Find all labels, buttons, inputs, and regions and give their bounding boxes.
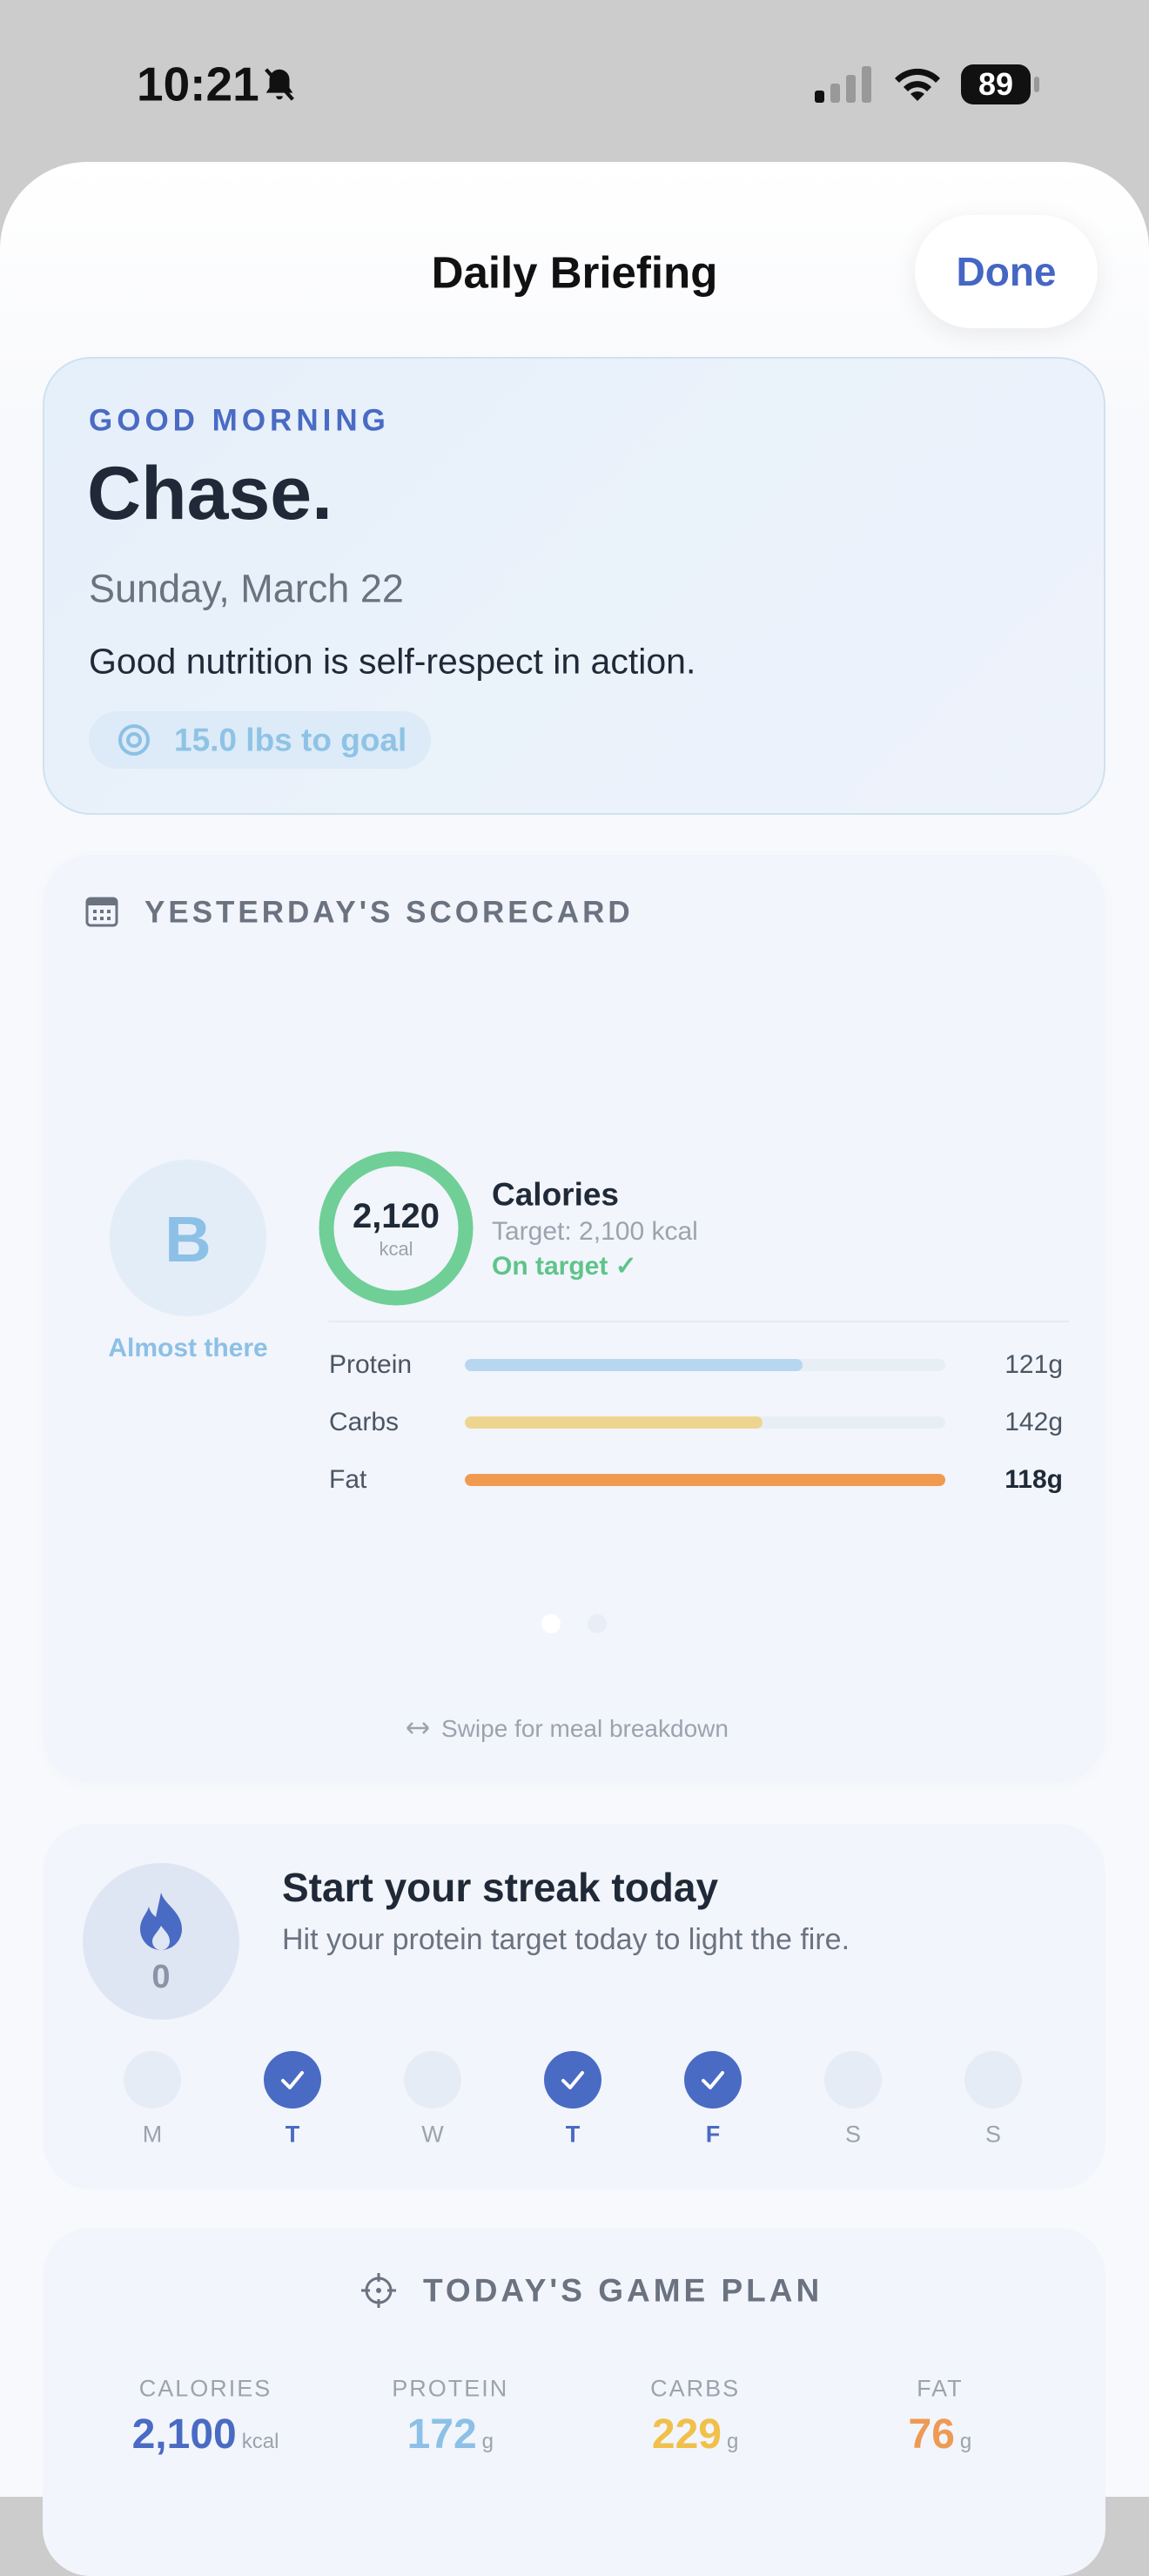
day-label: T: [565, 2121, 581, 2148]
page-dot[interactable]: [588, 1614, 607, 1633]
battery-level: 89: [978, 66, 1014, 102]
day-label: S: [844, 2121, 862, 2148]
calorie-unit: kcal: [379, 1238, 413, 1260]
plan-label: FAT: [917, 2375, 964, 2402]
day-label: M: [142, 2121, 163, 2148]
day-done: [264, 2051, 321, 2109]
done-button[interactable]: [915, 215, 1098, 328]
macro-name: Carbs: [329, 1408, 400, 1436]
plan-label: PROTEIN: [392, 2375, 509, 2402]
macro-unit: g: [1048, 1408, 1063, 1436]
signal-icon: [815, 66, 871, 103]
calorie-target: Target: 2,100 kcal: [492, 1217, 698, 1246]
check-icon: [281, 2071, 304, 2089]
day-label: T: [285, 2121, 300, 2148]
macro-value: 142g: [1005, 1409, 1063, 1436]
plan-value: 76: [908, 2411, 955, 2458]
calendar-icon: [85, 897, 118, 927]
macro-amount: 142: [1005, 1408, 1049, 1436]
grade: B: [165, 1203, 212, 1275]
streak-card: [43, 1824, 1105, 2189]
greeting-date: Sunday, March 22: [89, 566, 404, 611]
streak-count: 0: [151, 1959, 171, 1995]
macro-track: [465, 1416, 945, 1429]
day-done: [544, 2051, 601, 2109]
calorie-status: On target ✓: [492, 1252, 637, 1281]
check-icon: [702, 2071, 724, 2089]
day-empty: [824, 2051, 882, 2109]
divider: [328, 1321, 1069, 1322]
check-icon: [561, 2071, 584, 2089]
greeting-quote: Good nutrition is self-respect in action…: [89, 641, 696, 682]
plan-value-row: 229 g: [652, 2414, 738, 2456]
scorecard-card: [43, 855, 1105, 1782]
macro-name: Protein: [329, 1350, 413, 1379]
plan-value-row: 172 g: [407, 2414, 494, 2456]
calorie-ring: [319, 1151, 474, 1306]
day-empty: [964, 2051, 1022, 2109]
greeting-name: Chase.: [87, 452, 333, 535]
macro-track: [465, 1474, 945, 1486]
grade-label: Almost there: [108, 1334, 268, 1362]
plan-value-row: 76 g: [909, 2414, 972, 2456]
macro-value: 121g: [1005, 1352, 1063, 1378]
day-label: W: [421, 2121, 444, 2148]
day-empty: [124, 2051, 181, 2109]
day-empty: [404, 2051, 461, 2109]
plan-unit: g: [959, 2430, 972, 2453]
macro-bar: [465, 1359, 803, 1371]
greeting-eyebrow: GOOD MORNING: [89, 403, 390, 438]
grade-circle: [110, 1160, 266, 1316]
plan-value-row: 2,100 kcal: [132, 2414, 279, 2456]
goal-text: 15.0 lbs to goal: [174, 722, 407, 758]
silent-icon: [265, 68, 294, 101]
plan-unit: g: [726, 2430, 739, 2453]
sheet-title: Daily Briefing: [431, 247, 718, 298]
screen: 10:21 89 Daily Briefing Done GOOD MORNIN…: [0, 57, 1149, 2576]
macro-amount: 121: [1005, 1350, 1049, 1379]
page-dot-active[interactable]: [541, 1614, 561, 1633]
macro-bar: [465, 1416, 763, 1429]
plan-unit: kcal: [241, 2430, 279, 2453]
plan-value: 2,100: [131, 2411, 237, 2458]
plan-label: CALORIES: [138, 2375, 272, 2402]
macro-amount: 118: [1005, 1465, 1047, 1494]
calorie-label: Calories: [492, 1176, 620, 1213]
swipe-hint: Swipe for meal breakdown: [441, 1715, 729, 1742]
macro-unit: g: [1046, 1465, 1063, 1494]
macro-name: Fat: [329, 1465, 367, 1494]
flame-icon: [140, 1893, 182, 1950]
target-icon: [118, 724, 150, 756]
macro-track: [465, 1359, 945, 1371]
plan-label: CARBS: [650, 2375, 741, 2402]
day-done: [684, 2051, 742, 2109]
calorie-value: 2,120: [352, 1197, 440, 1235]
macro-value: 118g: [1005, 1467, 1063, 1493]
macro-bar: [465, 1474, 945, 1486]
streak-subtitle: Hit your protein target today to light t…: [282, 1923, 850, 1956]
day-label: S: [984, 2121, 1002, 2148]
battery-cap: [1034, 77, 1039, 92]
scorecard-title: YESTERDAY'S SCORECARD: [144, 895, 634, 930]
goal-pill: [89, 711, 431, 769]
plan-unit: g: [481, 2430, 494, 2453]
done-label[interactable]: Done: [956, 249, 1057, 294]
plan-value: 229: [651, 2411, 722, 2458]
macro-unit: g: [1048, 1350, 1063, 1379]
status-time: 10:21: [137, 57, 259, 111]
wifi-icon: [895, 68, 940, 101]
streak-title: Start your streak today: [282, 1865, 719, 1910]
battery: [961, 64, 1031, 104]
plan-value: 172: [407, 2411, 477, 2458]
crosshair-icon: [361, 2273, 396, 2308]
swipe-icon: [407, 1722, 429, 1734]
game-plan-title: TODAY'S GAME PLAN: [423, 2272, 823, 2309]
day-label: F: [705, 2121, 721, 2148]
